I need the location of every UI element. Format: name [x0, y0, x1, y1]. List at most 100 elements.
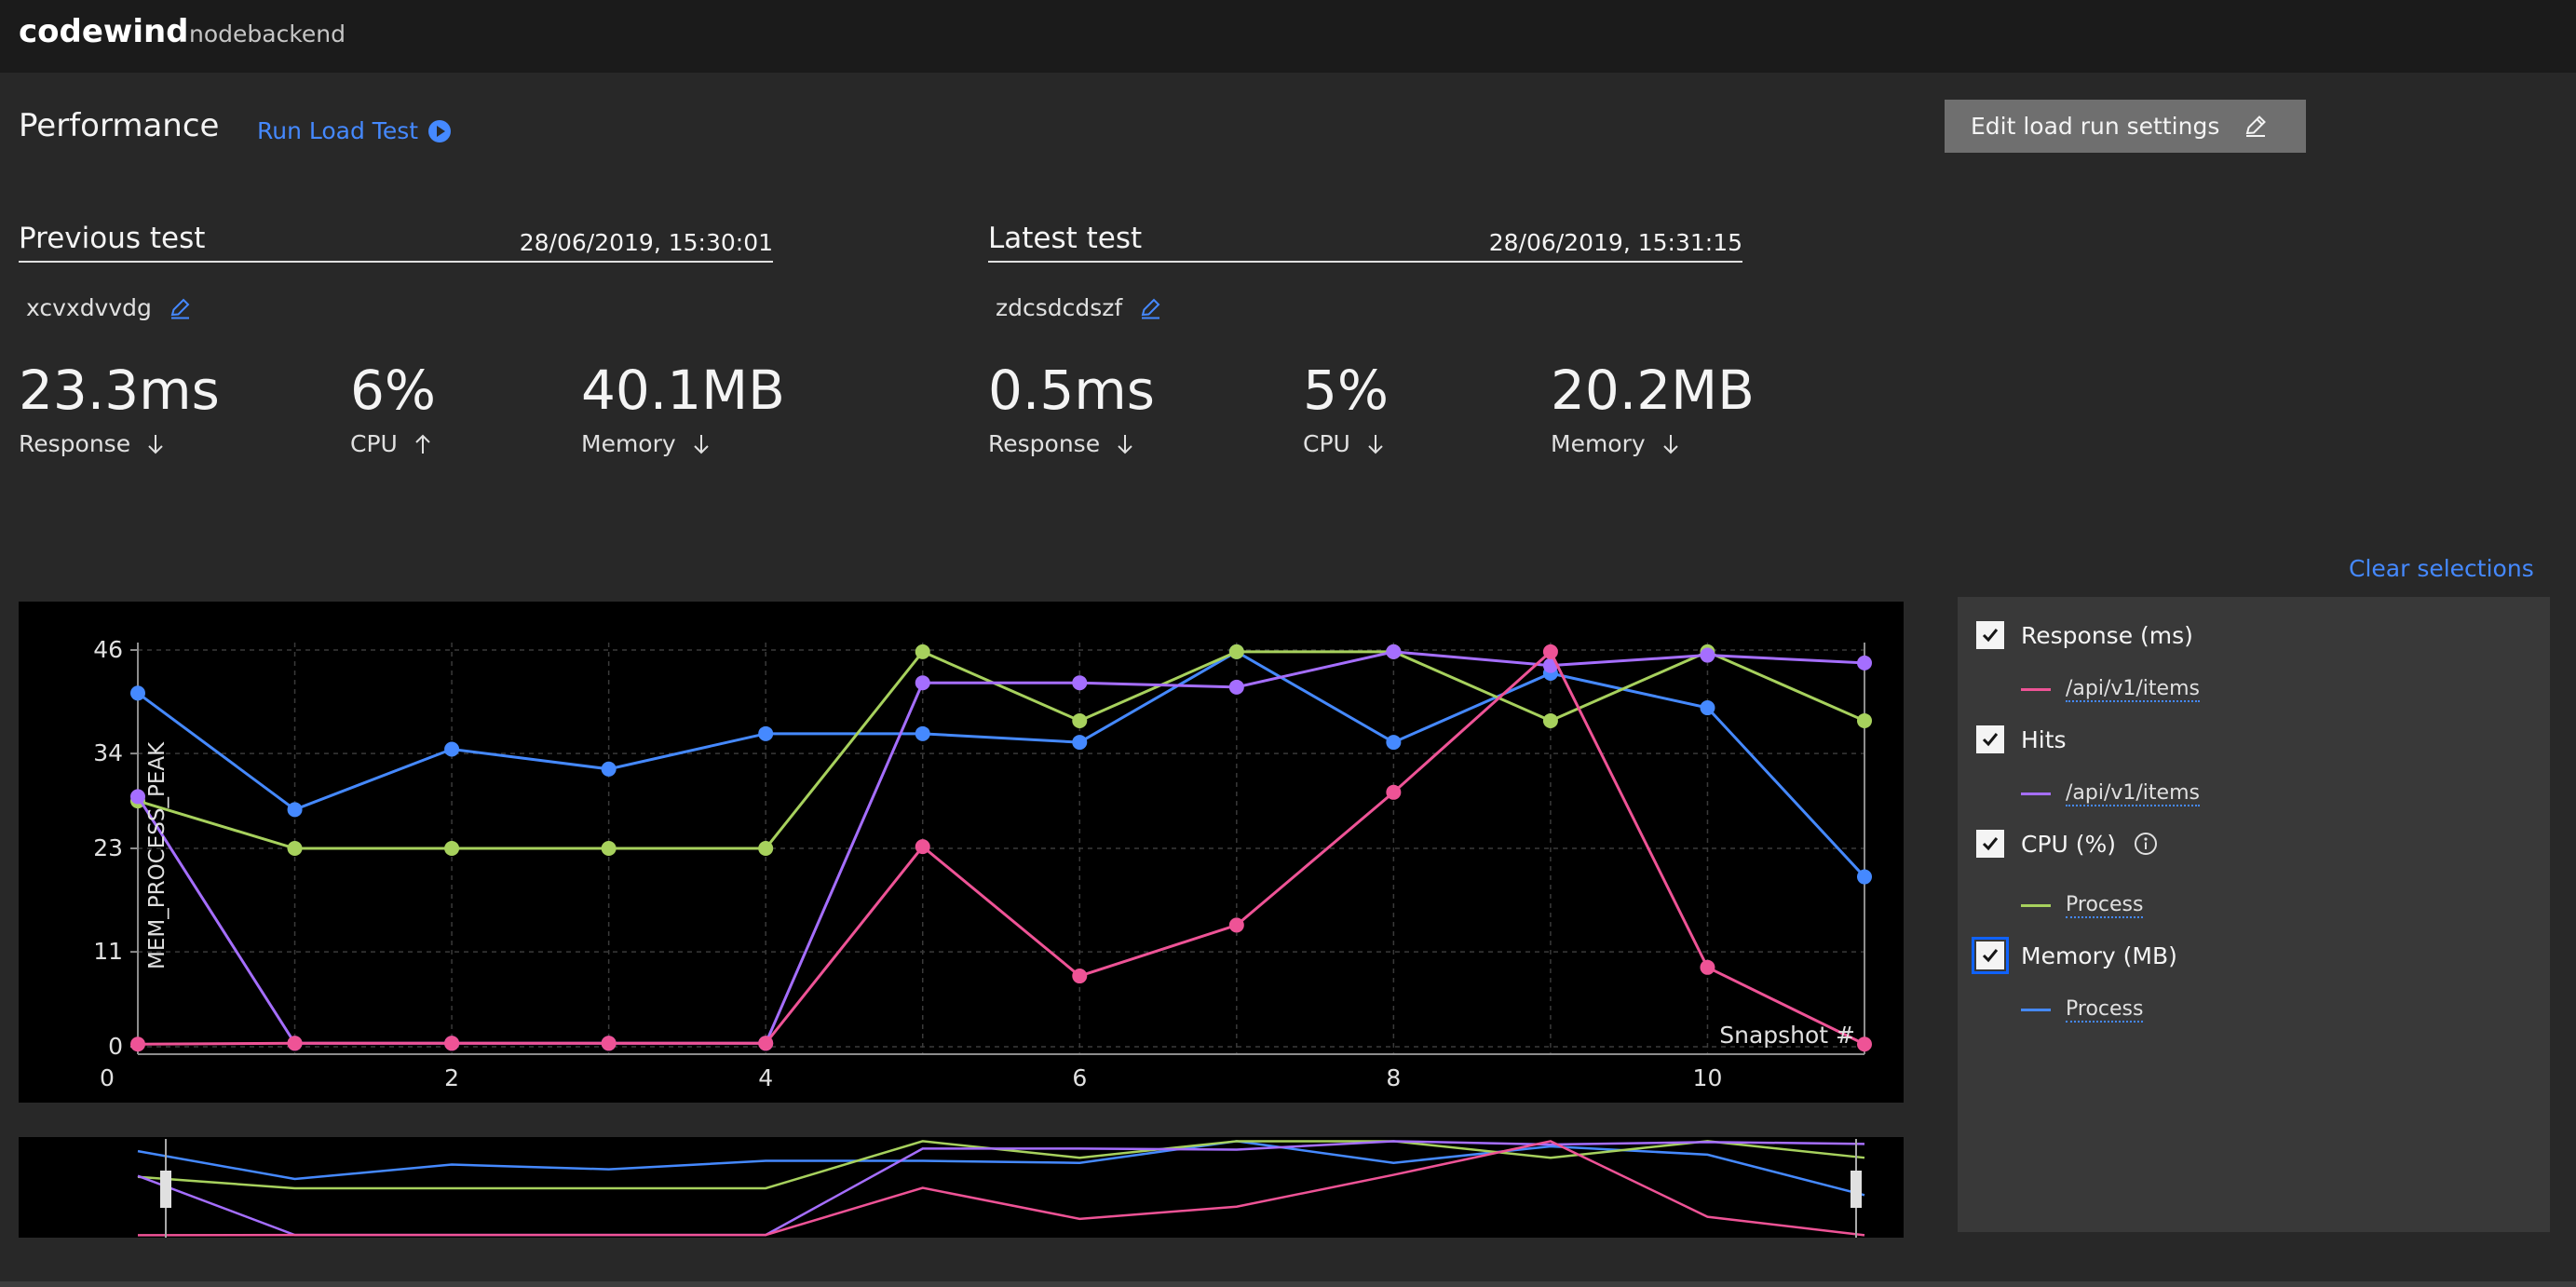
previous-cpu-metric: 6% CPU	[350, 363, 436, 457]
data-point	[444, 741, 460, 757]
project-name: nodebackend	[189, 20, 346, 47]
metric-value: 20.2MB	[1551, 359, 1755, 422]
clear-selections-link[interactable]: Clear selections	[2349, 555, 2534, 582]
legend-item-hits-items[interactable]: /api/v1/items	[2021, 781, 2200, 806]
metric-label: Memory	[581, 430, 785, 457]
overview-chart[interactable]	[19, 1137, 1904, 1238]
data-point	[1542, 712, 1558, 728]
data-point	[1386, 784, 1402, 800]
data-point	[1072, 969, 1088, 984]
overview-series-line	[137, 1140, 1865, 1197]
chart-series	[130, 644, 1872, 1052]
checkmark-icon	[1982, 629, 1999, 643]
series-line	[137, 650, 1866, 878]
data-point	[915, 725, 930, 741]
metric-label-text: Response	[19, 430, 131, 457]
legend-item-cpu-process[interactable]: Process	[2021, 893, 2144, 918]
data-point	[444, 841, 460, 856]
y-tick-label: 11	[93, 938, 123, 965]
checkmark-icon	[1982, 733, 1999, 747]
legend-group-cpu[interactable]: CPU (%)	[1976, 830, 2159, 858]
legend-group-label: Memory (MB)	[2021, 942, 2177, 969]
metric-label: Response	[988, 430, 1155, 457]
legend-item-memory-process[interactable]: Process	[2021, 997, 2144, 1023]
legend-group-hits[interactable]: Hits	[1976, 725, 2067, 753]
run-load-test-link[interactable]: Run Load Test	[257, 117, 452, 144]
data-point	[1542, 644, 1558, 659]
x-tick-label: 2	[444, 1064, 459, 1091]
response-checkbox[interactable]	[1976, 621, 2004, 649]
x-tick-label: 8	[1386, 1064, 1401, 1091]
data-point	[1072, 675, 1088, 691]
run-load-test-label: Run Load Test	[257, 117, 419, 144]
metric-value: 40.1MB	[581, 359, 785, 422]
bottom-strip	[0, 1281, 2576, 1287]
previous-test-name: xcvxdvvdg	[26, 294, 193, 321]
metric-value: 6%	[350, 359, 437, 422]
data-point	[287, 841, 303, 856]
data-point	[1386, 735, 1402, 751]
arrow-down-icon	[1662, 434, 1678, 454]
metric-label-text: Memory	[1551, 430, 1646, 457]
data-point	[915, 675, 930, 691]
data-point	[915, 839, 930, 855]
latest-cpu-metric: 5% CPU	[1303, 363, 1389, 457]
previous-test-date: 28/06/2019, 15:30:01	[519, 229, 773, 256]
brand-logo: codewind	[19, 13, 189, 50]
data-point	[601, 841, 617, 856]
overview-series-line	[137, 1140, 1865, 1237]
legend-panel: Response (ms) /api/v1/items Hits /api/v1…	[1958, 597, 2550, 1232]
metric-label-text: CPU	[1303, 430, 1350, 457]
data-point	[1700, 959, 1715, 975]
data-point	[1857, 1036, 1872, 1052]
legend-swatch	[2021, 688, 2051, 691]
legend-swatch	[2021, 1009, 2051, 1011]
data-point	[130, 1036, 145, 1052]
previous-test-label: Previous test	[19, 222, 206, 255]
data-point	[758, 1036, 774, 1051]
data-point	[1857, 869, 1872, 885]
latest-test-name-text: zdcsdcdszf	[996, 294, 1123, 321]
legend-group-label: CPU (%)	[2021, 830, 2117, 858]
hits-checkbox[interactable]	[1976, 725, 2004, 753]
data-point	[1228, 679, 1244, 695]
legend-swatch	[2021, 793, 2051, 795]
edit-load-run-settings-button[interactable]: Edit load run settings	[1945, 100, 2306, 153]
data-point	[758, 725, 774, 741]
data-point	[1857, 655, 1872, 671]
data-point	[1228, 917, 1244, 933]
cpu-checkbox[interactable]	[1976, 830, 2004, 858]
data-point	[1857, 712, 1872, 728]
data-point	[1700, 647, 1715, 663]
previous-memory-metric: 40.1MB Memory	[581, 363, 785, 457]
data-point	[287, 1036, 303, 1051]
data-point	[444, 1036, 460, 1051]
brush-right-handle[interactable]	[1851, 1139, 1862, 1238]
overview-series	[137, 1140, 1865, 1237]
data-point	[758, 841, 774, 856]
latest-test-label: Latest test	[988, 222, 1143, 255]
edit-name-pencil-icon[interactable]	[169, 296, 193, 320]
legend-group-memory[interactable]: Memory (MB)	[1972, 937, 2177, 974]
main-chart[interactable]: 0 11 23 34 46 0 2 4 6 8 10 MEM_PROCESS_PEAK Snapsh…	[19, 602, 1904, 1103]
latest-memory-metric: 20.2MB Memory	[1551, 363, 1755, 457]
legend-item-label: /api/v1/items	[2066, 781, 2200, 806]
overview-chart-svg[interactable]	[19, 1137, 1904, 1238]
metric-value: 5%	[1303, 359, 1390, 422]
legend-item-label: /api/v1/items	[2066, 677, 2200, 702]
info-icon[interactable]	[2133, 831, 2159, 857]
metric-value: 23.3ms	[19, 359, 220, 422]
data-point	[915, 644, 930, 659]
legend-item-label: Process	[2066, 893, 2144, 918]
arrow-down-icon	[148, 434, 163, 454]
legend-group-response[interactable]: Response (ms)	[1976, 621, 2193, 649]
brush-left-handle[interactable]	[160, 1139, 171, 1238]
y-tick-label: 46	[93, 636, 123, 663]
previous-test-header: Previous test 28/06/2019, 15:30:01	[19, 222, 773, 263]
memory-checkbox[interactable]	[1972, 937, 2009, 974]
metric-label-text: CPU	[350, 430, 398, 457]
edit-name-pencil-icon[interactable]	[1139, 296, 1163, 320]
arrow-up-icon	[415, 434, 430, 454]
legend-item-response-items[interactable]: /api/v1/items	[2021, 677, 2200, 702]
